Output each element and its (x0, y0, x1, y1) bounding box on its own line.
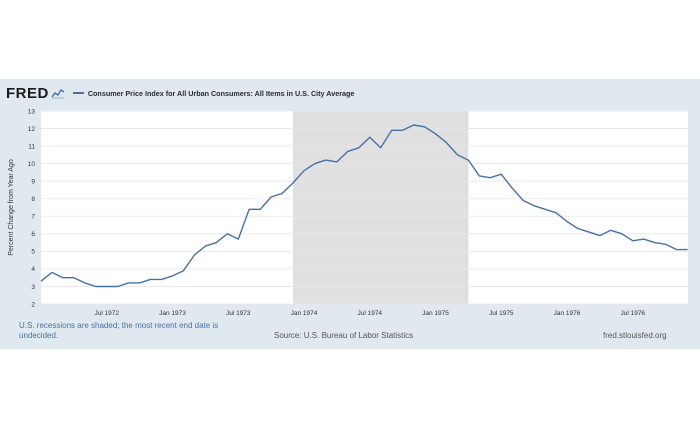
data-point (172, 275, 174, 277)
data-point (511, 187, 513, 189)
data-point (204, 245, 206, 247)
x-tick-label: Jul 1972 (94, 310, 119, 317)
fred-logo-chart-icon (51, 89, 65, 99)
series-line (40, 124, 688, 288)
data-point (183, 270, 185, 272)
data-point (446, 142, 448, 144)
data-point (676, 249, 678, 251)
data-point (347, 150, 349, 152)
data-point (424, 126, 426, 128)
data-point (588, 231, 590, 233)
y-axis-label: Percent Change from Year Ago (8, 159, 15, 256)
data-point (106, 286, 108, 288)
data-point (226, 233, 228, 235)
data-point (435, 133, 437, 135)
source-label: Source: U.S. Bureau of Labor Statistics (274, 331, 414, 340)
data-point (117, 286, 119, 288)
fred-url-link[interactable]: fred.stlouisfed.org (603, 331, 667, 340)
data-point (533, 205, 535, 207)
x-tick-label: Jan 1976 (554, 310, 581, 317)
data-point (51, 272, 53, 274)
data-point (522, 200, 524, 202)
data-point (237, 238, 239, 240)
data-point (402, 129, 404, 131)
data-point (687, 249, 689, 251)
y-tick-label: 8 (31, 196, 35, 203)
recession-note: U.S. recessions are shaded; the most rec… (19, 321, 219, 340)
y-tick-label: 7 (31, 214, 35, 221)
data-point (577, 228, 579, 230)
data-point (303, 170, 305, 172)
legend-line-icon (72, 92, 84, 94)
data-point (654, 242, 656, 244)
data-point (161, 279, 163, 281)
y-tick-label: 4 (31, 266, 35, 273)
y-tick-label: 11 (28, 143, 35, 150)
y-tick-label: 2 (31, 301, 35, 308)
data-point (84, 282, 86, 284)
data-point (489, 177, 491, 179)
data-point (325, 159, 327, 161)
recession-shading (293, 111, 469, 304)
legend-label[interactable]: Consumer Price Index for All Urban Consu… (87, 88, 355, 98)
y-tick-label: 13 (28, 108, 36, 115)
data-point (632, 240, 634, 242)
y-tick-label: 6 (31, 231, 35, 238)
x-tick-label: Jul 1974 (357, 310, 382, 317)
data-point (643, 238, 645, 240)
y-tick-label: 5 (31, 249, 35, 256)
data-point (248, 208, 250, 210)
fred-graph-panel: 2 3 4 5 6 7 8 9 10 11 12 13 Jul 1972 Jan 1973 Jul 1973… (0, 79, 700, 349)
data-point (566, 221, 568, 223)
data-point (292, 182, 294, 184)
data-point (413, 124, 415, 126)
data-point (369, 136, 371, 138)
data-point (215, 242, 217, 244)
x-tick-label: Jan 1973 (159, 310, 186, 317)
fred-logo[interactable]: FRED (6, 84, 49, 102)
x-tick-label: Jan 1974 (291, 310, 318, 317)
data-point (40, 280, 42, 282)
data-point (95, 286, 97, 288)
x-tick-label: Jul 1975 (489, 310, 514, 317)
data-point (358, 147, 360, 149)
data-point (665, 243, 667, 245)
data-point (73, 277, 75, 279)
data-point (478, 175, 480, 177)
data-point (62, 277, 64, 279)
data-point (150, 279, 152, 281)
data-point (500, 173, 502, 175)
data-point (336, 161, 338, 163)
data-point (467, 159, 469, 161)
data-point (391, 129, 393, 131)
x-tick-label: Jul 1973 (226, 310, 251, 317)
chart: 2 3 4 5 6 7 8 9 10 11 12 13 Jul 1972 Jan 1973 Jul 1973… (8, 108, 689, 317)
data-point (457, 154, 459, 156)
y-tick-label: 10 (28, 161, 36, 168)
x-tick-label: Jan 1975 (422, 310, 449, 317)
data-point (270, 196, 272, 198)
data-point (380, 147, 382, 149)
data-point (555, 212, 557, 214)
data-point (128, 282, 130, 284)
data-point (314, 163, 316, 165)
data-point (599, 235, 601, 237)
y-tick-label: 9 (31, 178, 35, 185)
data-point (194, 254, 196, 256)
data-point (139, 282, 141, 284)
chart-header: FRED Consumer Price Index for All Urban … (6, 84, 354, 102)
data-point (544, 208, 546, 210)
data-point (621, 233, 623, 235)
x-tick-label: Jul 1976 (620, 310, 645, 317)
y-tick-label: 3 (31, 284, 35, 291)
y-tick-label: 12 (28, 126, 36, 133)
data-point (259, 208, 261, 210)
data-point (610, 229, 612, 231)
data-point (281, 193, 283, 195)
